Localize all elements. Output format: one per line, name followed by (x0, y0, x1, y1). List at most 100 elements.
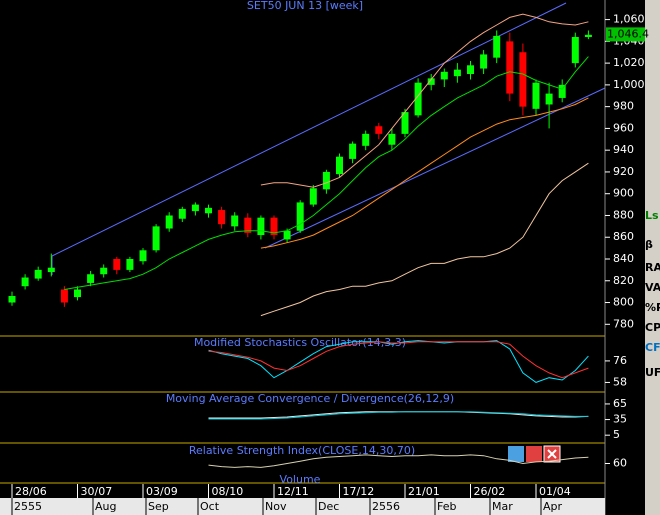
toolbar-button[interactable]: CP (645, 321, 660, 334)
candle-body (165, 215, 173, 229)
y-tick-label: 58 (613, 375, 627, 388)
month-label: Apr (543, 500, 563, 513)
toolbar-button[interactable]: CF (645, 341, 660, 354)
candle-body (401, 112, 409, 134)
candle-body (47, 267, 55, 273)
y-tick-label: 900 (613, 187, 634, 200)
month-row (0, 498, 605, 515)
series-line (260, 97, 589, 249)
series-line (208, 411, 589, 420)
candle-body (336, 156, 343, 175)
month-label: Feb (437, 500, 456, 513)
last-price-box (606, 27, 645, 42)
candle-body (375, 126, 383, 134)
candle-body (571, 37, 579, 64)
date-label: 30/07 (81, 485, 113, 498)
y-tick-label: 980 (613, 100, 634, 113)
candle-body (309, 188, 317, 205)
panel-title: Moving Average Convergence / Divergence(… (166, 392, 454, 405)
candle-body (126, 259, 134, 270)
candle-body (388, 133, 396, 145)
candle-body (467, 65, 474, 74)
candle-body (506, 41, 514, 94)
toolbar (645, 0, 660, 515)
y-tick-label: 820 (613, 274, 634, 287)
y-tick-label: 35 (613, 413, 627, 426)
candle-body (558, 84, 566, 98)
down-button[interactable] (526, 446, 542, 462)
toolbar-button[interactable]: VA (645, 281, 660, 294)
series-line (260, 13, 589, 188)
y-tick-label: 60 (613, 457, 627, 470)
y-tick-label: 860 (613, 230, 634, 243)
candle-body (349, 143, 357, 159)
candle-body (453, 69, 461, 77)
candle-body (283, 230, 291, 240)
candle-body (414, 82, 422, 116)
y-tick-label: 1,020 (613, 56, 645, 69)
toolbar-button[interactable]: Ls (645, 209, 659, 222)
y-tick-label: 840 (613, 252, 634, 265)
candle-body (8, 296, 16, 303)
month-label: 2556 (372, 500, 400, 513)
month-label: Nov (265, 500, 287, 513)
candle-body (519, 52, 527, 107)
y-tick-label: 880 (613, 208, 634, 221)
series-line (260, 162, 589, 317)
last-price-label: 1,046.4 (607, 27, 649, 40)
toolbar-button[interactable]: %P (645, 301, 660, 314)
candle-body (362, 133, 370, 146)
candle-body (244, 217, 252, 233)
close-icon (547, 449, 557, 459)
toolbar-button[interactable]: RA (645, 261, 660, 274)
candle-body (100, 267, 108, 275)
trend-line (264, 87, 606, 249)
candle-body (532, 82, 540, 109)
candle-body (60, 289, 68, 303)
candle-body (218, 210, 226, 225)
up-button[interactable] (508, 446, 524, 462)
date-label: 26/02 (474, 485, 506, 498)
panel-footer: Volume (280, 473, 321, 486)
date-label: 01/04 (539, 485, 571, 498)
series-line (208, 341, 589, 379)
candle-body (113, 259, 121, 270)
candle-body (231, 215, 239, 227)
y-tick-label: 920 (613, 165, 634, 178)
candle-body (152, 226, 160, 251)
candle-body (191, 204, 199, 212)
y-tick-label: 5 (613, 428, 620, 441)
candle-body (205, 207, 212, 214)
date-label: 17/12 (343, 485, 375, 498)
y-tick-label: 780 (613, 317, 634, 330)
candle-body (296, 202, 304, 231)
date-label: 28/06 (15, 485, 47, 498)
series-line (208, 454, 589, 468)
candle-body (21, 277, 29, 287)
y-tick-label: 960 (613, 121, 634, 134)
candle-body (87, 274, 95, 283)
month-label: 2555 (14, 500, 42, 513)
panel-title: Relative Strength Index(CLOSE,14,30,70) (189, 444, 415, 457)
y-tick-label: 76 (613, 354, 627, 367)
candle-body (440, 71, 448, 80)
toolbar-button[interactable]: UF (645, 366, 660, 379)
date-label: 03/09 (146, 485, 178, 498)
indicator-buttons (508, 445, 561, 463)
y-tick-label: 1,000 (613, 78, 645, 91)
candle-body (322, 171, 330, 190)
panel-title: SET50 JUN 13 [week] (247, 0, 363, 12)
candle-body (545, 93, 553, 105)
toolbar-button[interactable]: β (645, 238, 653, 251)
series-line (64, 56, 589, 290)
trend-line (51, 2, 567, 257)
candle-body (584, 34, 592, 37)
month-label: Oct (200, 500, 220, 513)
y-tick-label: 1,060 (613, 13, 645, 26)
month-label: Sep (148, 500, 169, 513)
date-label: 08/10 (212, 485, 244, 498)
month-label: Aug (95, 500, 116, 513)
date-label: 12/11 (277, 485, 309, 498)
